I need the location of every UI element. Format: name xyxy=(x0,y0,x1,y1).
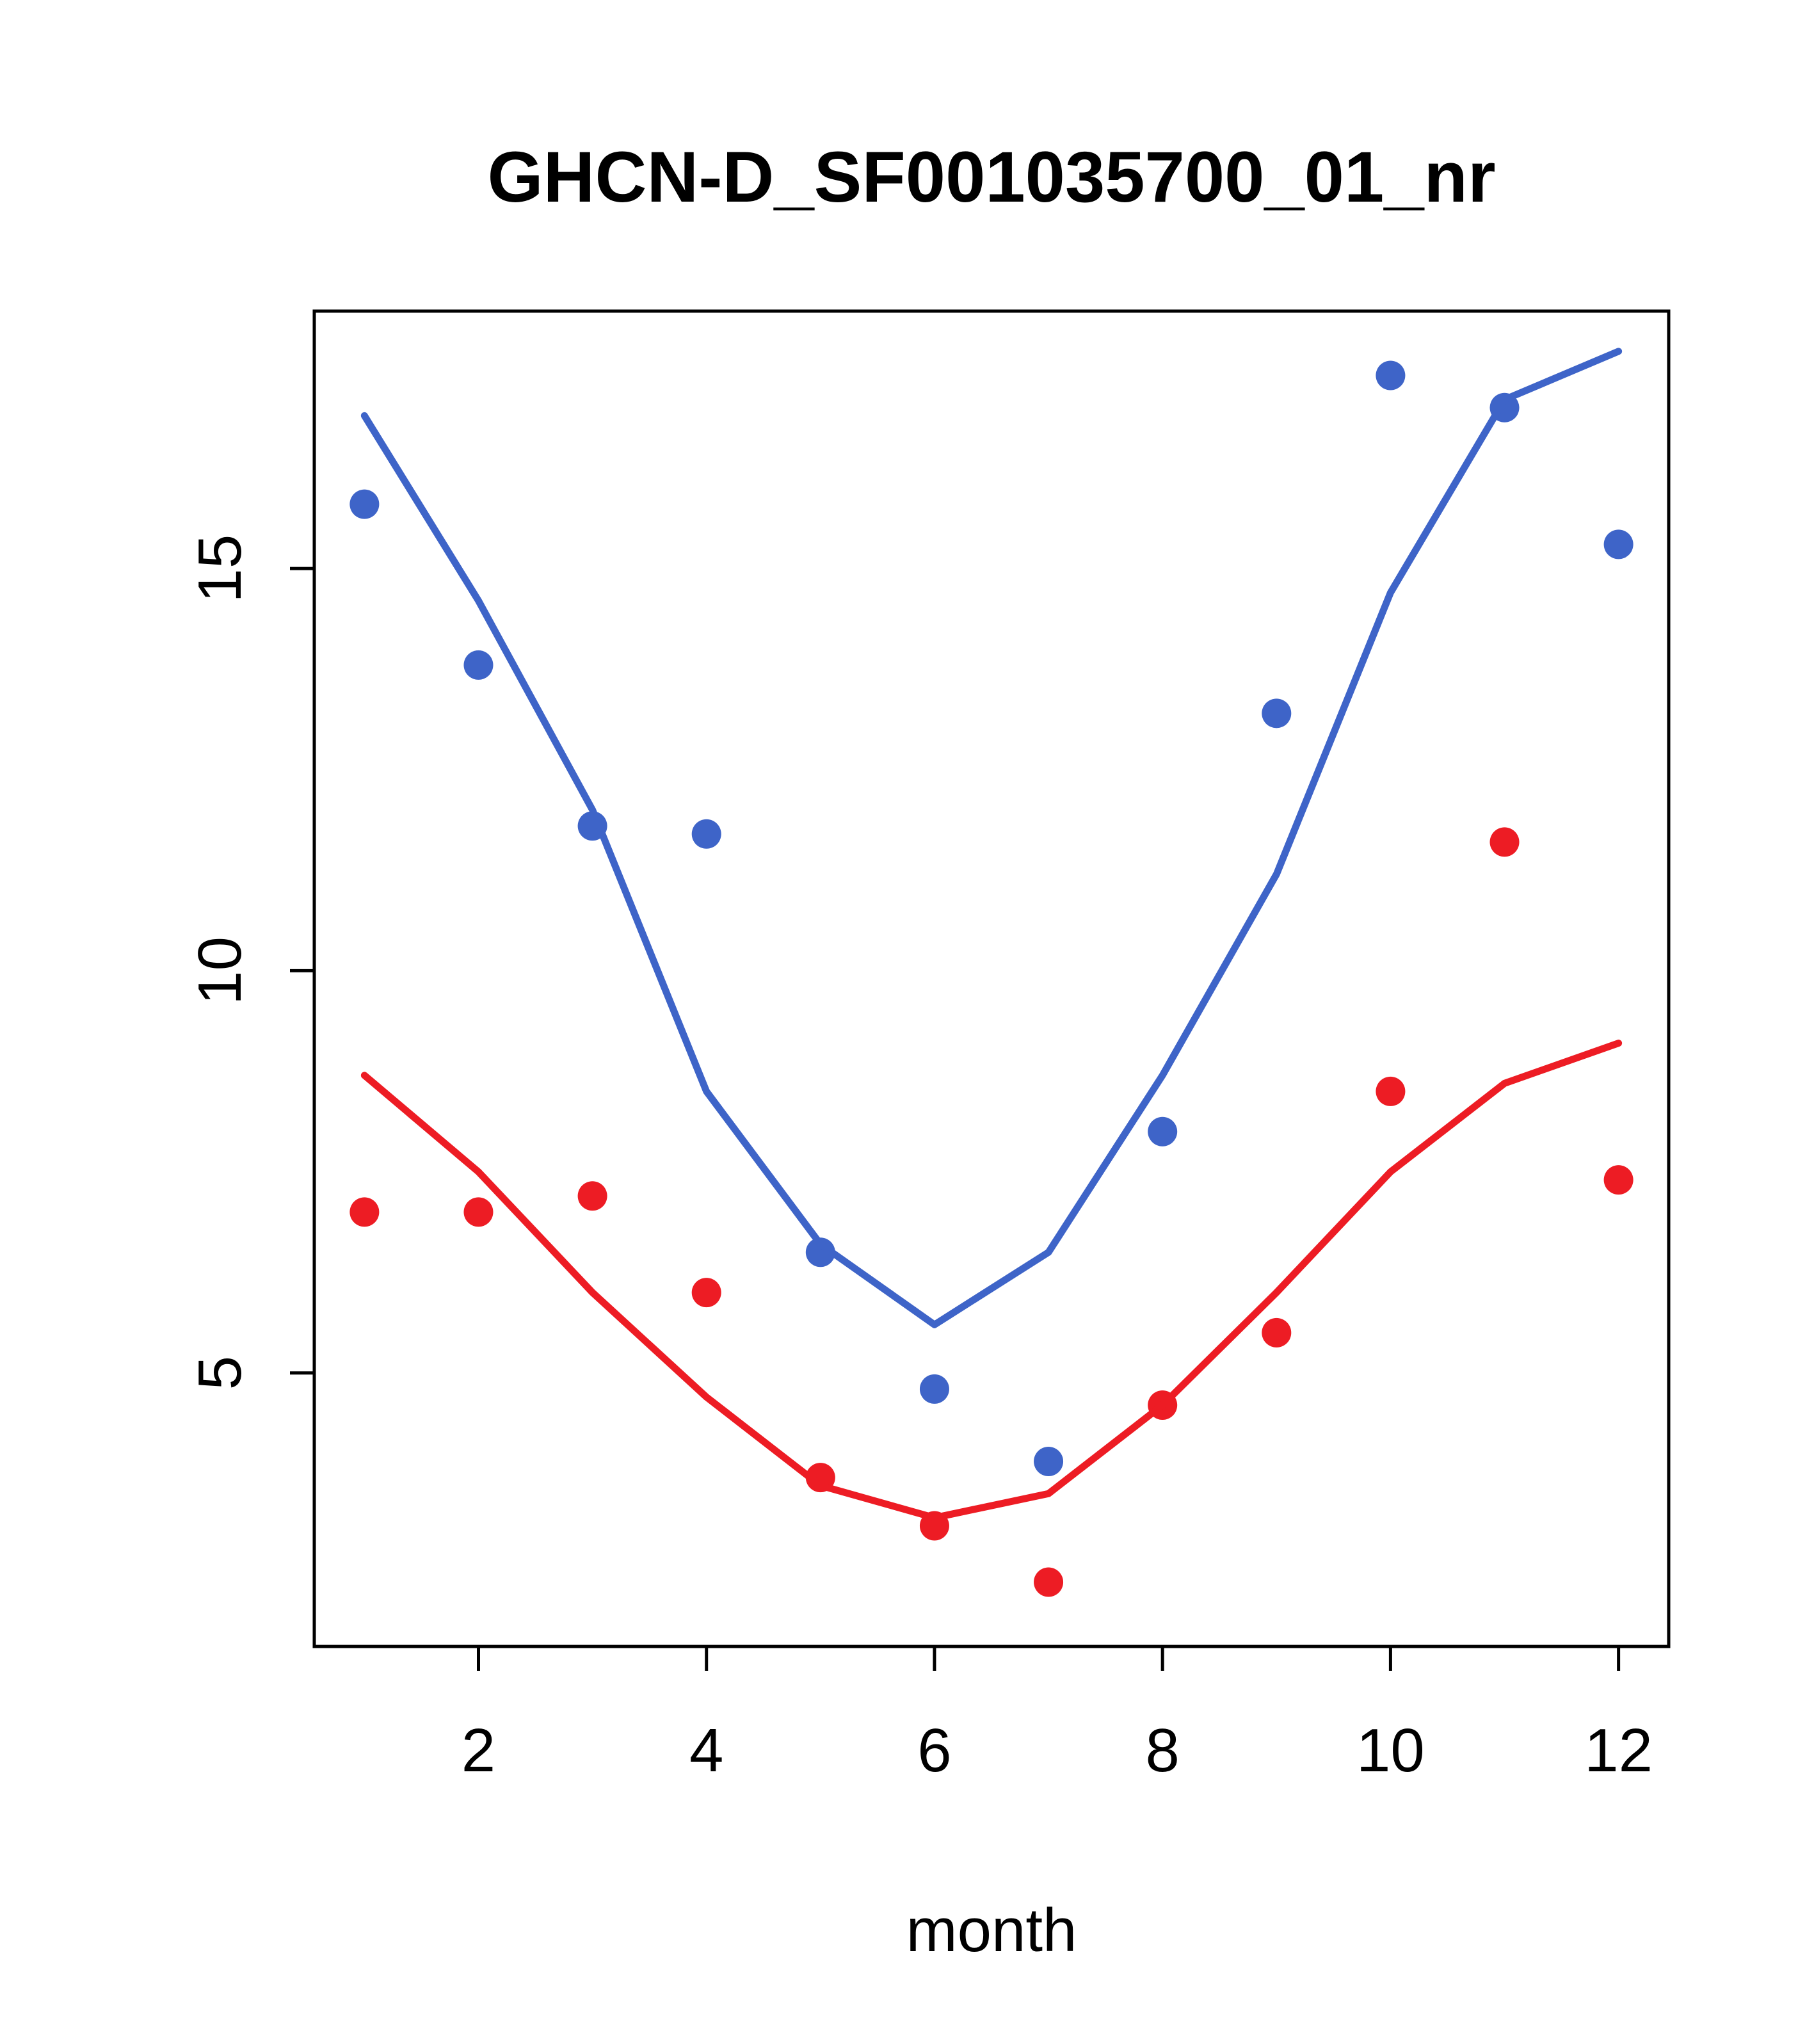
red-smooth-line xyxy=(360,1040,1623,1522)
blue-observations-point xyxy=(1148,1116,1178,1147)
blue-observations-point xyxy=(691,819,721,849)
blue-observations-point xyxy=(1603,529,1633,559)
red-observations-point xyxy=(691,1278,721,1308)
blue-observations-point xyxy=(463,650,494,680)
y-tick-label: 10 xyxy=(186,937,254,1005)
blue-observations-point xyxy=(919,1374,949,1404)
blue-observations-point xyxy=(1034,1446,1064,1476)
red-observations-point xyxy=(1489,827,1520,857)
chart-title: GHCN-D_SF001035700_01_nr xyxy=(487,137,1495,217)
x-axis-label: month xyxy=(906,1896,1077,1965)
blue-observations-point xyxy=(805,1237,835,1267)
red-observations-point xyxy=(1262,1317,1292,1348)
y-tick-label: 5 xyxy=(186,1356,254,1390)
red-observations-point xyxy=(577,1181,607,1211)
x-tick-label: 6 xyxy=(917,1716,951,1785)
plot-border xyxy=(312,309,1671,1648)
red-observations-point xyxy=(1603,1165,1633,1195)
red-observations-point xyxy=(1376,1076,1406,1106)
red-observations-point xyxy=(1034,1567,1064,1597)
x-tick-label: 2 xyxy=(462,1716,495,1785)
x-tick-label: 8 xyxy=(1145,1716,1179,1785)
blue-smooth-line xyxy=(360,348,1623,1328)
red-observations-point xyxy=(463,1197,494,1227)
x-tick-label: 4 xyxy=(689,1716,723,1785)
blue-observations-point xyxy=(1376,360,1406,390)
x-tick-label: 10 xyxy=(1356,1716,1425,1785)
x-tick-label: 12 xyxy=(1584,1716,1653,1785)
y-tick-label: 15 xyxy=(186,535,254,603)
blue-observations-point xyxy=(349,489,380,519)
red-observations-point xyxy=(349,1197,380,1227)
blue-observations-point xyxy=(1262,698,1292,728)
